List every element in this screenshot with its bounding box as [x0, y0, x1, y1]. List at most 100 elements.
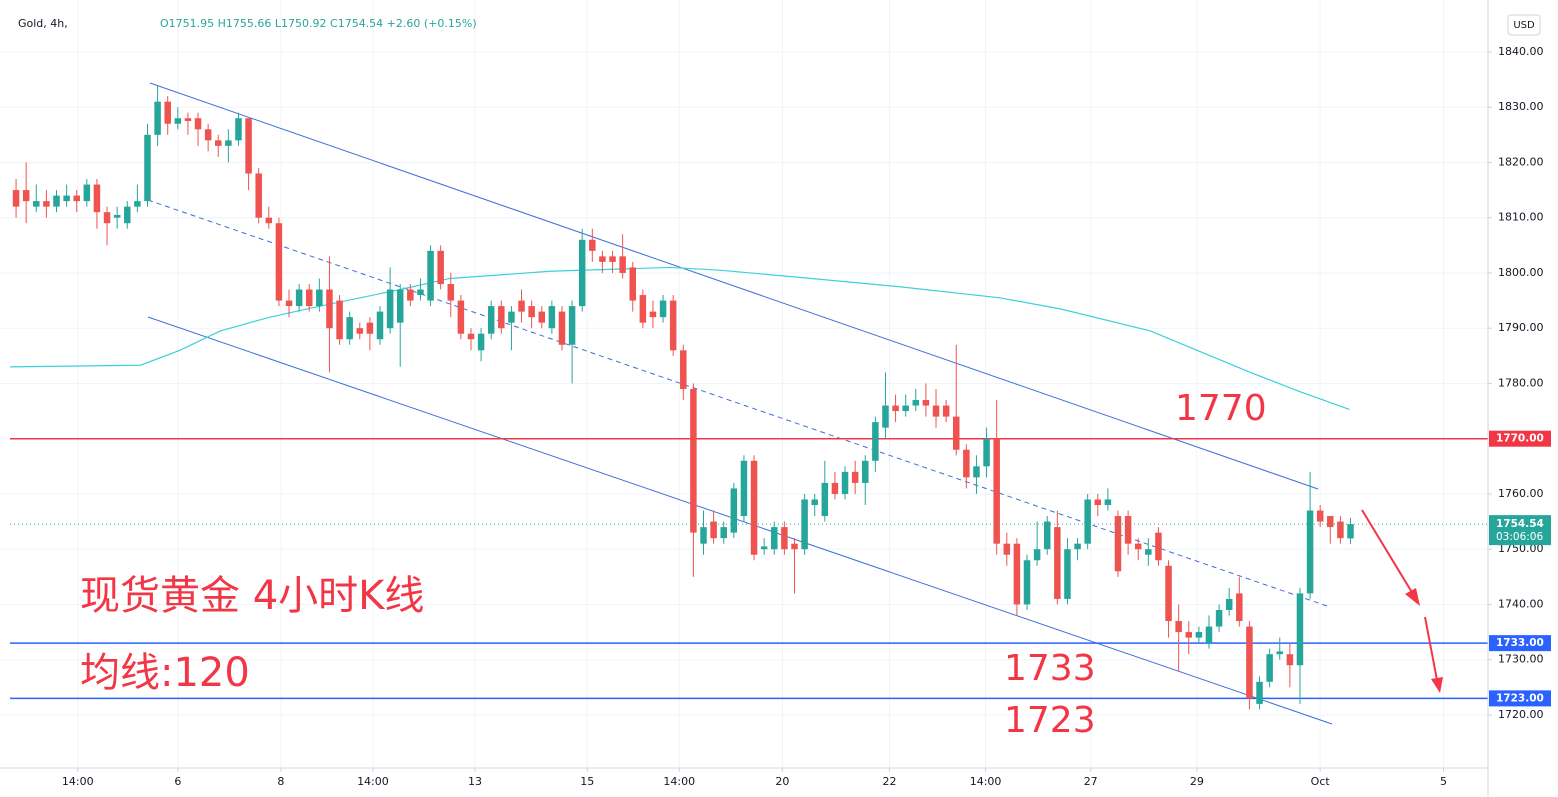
y-tick-label: 1820.00 — [1498, 155, 1544, 168]
level-badge — [1489, 430, 1551, 447]
candle-body — [1165, 565, 1172, 622]
candle-body — [710, 521, 717, 539]
candle-body — [680, 350, 687, 389]
candle-body — [831, 482, 839, 494]
candle-body — [204, 129, 212, 141]
axes: 1720.00 1730.00 1740.00 1750.00 1760.00 1770.… — [62, 45, 1551, 788]
candle-body — [83, 184, 91, 202]
candle-body — [1256, 681, 1263, 704]
ohlc: O1751.95 H1755.66 L1750.92 C1754.54 +2.6… — [160, 17, 477, 30]
annotation: 1733 — [1004, 648, 1096, 689]
candle-body — [1094, 499, 1102, 506]
channel-lower — [147, 316, 1333, 725]
x-tick-label: 27 — [1084, 775, 1098, 788]
candle-body — [1054, 527, 1061, 599]
candle-body — [1114, 516, 1122, 572]
candle-body — [801, 499, 808, 550]
candle-body — [1145, 549, 1152, 555]
candle-body — [255, 173, 262, 218]
candle-body — [1347, 524, 1354, 539]
candle-body — [467, 333, 475, 340]
x-tick-label: 22 — [883, 775, 897, 788]
candle-body — [851, 471, 859, 483]
candle-body — [548, 306, 556, 329]
candle-body — [902, 405, 909, 412]
x-tick-label: 20 — [775, 775, 789, 788]
candle-body — [1155, 532, 1162, 561]
candle-body — [690, 388, 697, 533]
candle-body — [336, 300, 343, 340]
candle-body — [912, 400, 920, 406]
y-tick-label: 1840.00 — [1498, 45, 1544, 58]
candle-body — [437, 250, 444, 284]
candle-body — [93, 184, 101, 213]
candle-body — [356, 328, 364, 334]
candle-body — [1043, 521, 1051, 550]
candle-body — [124, 206, 131, 224]
candle-body — [942, 405, 950, 417]
candle-body — [1134, 543, 1142, 550]
candle-body — [963, 449, 970, 478]
candle-body — [538, 311, 546, 323]
candle-body — [1003, 543, 1011, 555]
candle-body — [376, 311, 384, 340]
candle-body — [326, 289, 333, 329]
candle-body — [295, 289, 303, 307]
symbol: Gold, 4h, — [18, 17, 68, 30]
candle-body — [154, 101, 161, 135]
candle-body — [12, 190, 20, 207]
moving-average — [9, 266, 1350, 410]
candle-body — [407, 289, 414, 301]
candle-body — [568, 306, 576, 345]
candle-body — [1064, 549, 1071, 599]
candle-body — [629, 267, 636, 301]
candle-body — [285, 300, 293, 307]
candle-body — [781, 527, 788, 550]
candle-body — [528, 306, 535, 318]
x-tick-label: 8 — [277, 775, 284, 788]
candle-body — [235, 118, 242, 141]
candle-body — [164, 101, 171, 124]
currency-button[interactable] — [1507, 14, 1541, 36]
candle-body — [265, 217, 273, 224]
arrows — [1361, 509, 1443, 693]
last-price-badge — [1489, 515, 1551, 546]
candle-body — [841, 471, 849, 494]
arrow-head — [1405, 588, 1420, 606]
candle-body — [740, 460, 748, 517]
level-badge — [1489, 690, 1551, 707]
candle-body — [730, 488, 738, 533]
candle-body — [457, 300, 465, 334]
candle-body — [305, 289, 313, 307]
candle-body — [1246, 626, 1253, 699]
candle-body — [1286, 654, 1294, 666]
candle-body — [1185, 632, 1193, 638]
candle-body — [184, 118, 192, 122]
candle-body — [477, 333, 485, 351]
candle-body — [346, 317, 353, 340]
currency[interactable]: USD — [1513, 20, 1535, 31]
y-tick-label: 1730.00 — [1498, 653, 1544, 666]
candle-body — [811, 499, 818, 506]
candle-body — [33, 201, 40, 207]
candle-body — [73, 195, 80, 202]
candle-body — [720, 527, 727, 539]
candle-body — [1266, 654, 1273, 682]
drawings — [147, 82, 1333, 725]
candle-body — [417, 289, 424, 296]
candle-body — [134, 201, 141, 207]
arrow-line — [1361, 509, 1414, 595]
x-tick-label: 14:00 — [357, 775, 389, 788]
y-tick-label: 1800.00 — [1498, 266, 1544, 279]
candle-body — [750, 460, 758, 555]
candle-body — [316, 289, 323, 307]
grid — [0, 0, 1488, 768]
candle-body — [1124, 516, 1132, 544]
y-tick-label: 1790.00 — [1498, 321, 1544, 334]
candle-body — [396, 289, 404, 323]
candle-body — [518, 300, 525, 312]
candle-body — [144, 134, 151, 202]
candle-body — [1327, 516, 1334, 528]
candle-body — [649, 311, 657, 318]
